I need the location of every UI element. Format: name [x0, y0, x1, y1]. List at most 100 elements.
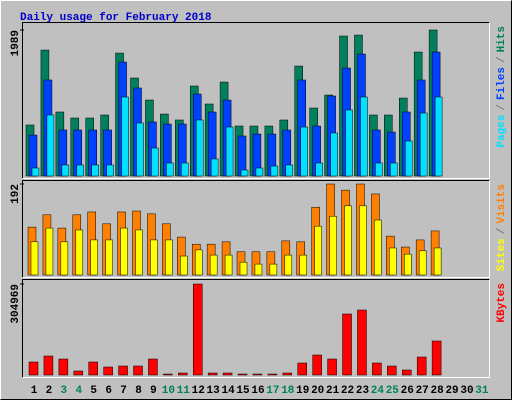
- bar: [416, 356, 427, 376]
- x-tick-label: 25: [386, 385, 400, 397]
- bar: [192, 283, 203, 376]
- panel: [22, 279, 490, 377]
- bar: [344, 205, 352, 276]
- x-tick-label: 5: [90, 385, 97, 397]
- bar: [135, 229, 143, 276]
- bar: [45, 227, 54, 276]
- bar: [297, 362, 307, 376]
- bar: [239, 261, 248, 276]
- bar: [103, 366, 113, 376]
- x-tick-label: 19: [296, 385, 309, 397]
- bar: [269, 263, 278, 276]
- bar: [387, 365, 397, 376]
- bar: [329, 215, 337, 276]
- panel-edge-light: [22, 22, 490, 179]
- bar: [106, 164, 114, 177]
- x-tick-label: 7: [120, 385, 127, 397]
- bar: [151, 147, 159, 177]
- x-tick-label: 27: [416, 385, 429, 397]
- legend-separator: /: [496, 56, 508, 63]
- bar: [267, 373, 278, 376]
- x-tick-label: 16: [251, 385, 264, 397]
- x-tick-label: 17: [266, 385, 279, 397]
- panel-edge-dark: [22, 22, 490, 179]
- x-tick-label: 22: [341, 385, 354, 397]
- bar: [194, 249, 203, 276]
- bar: [60, 241, 69, 276]
- bar: [327, 358, 337, 376]
- x-tick-label: 30: [460, 385, 473, 397]
- bar: [431, 340, 442, 376]
- bar: [61, 164, 70, 177]
- bar: [31, 167, 40, 177]
- bar: [404, 253, 412, 276]
- bar: [255, 167, 264, 177]
- bar: [359, 205, 367, 276]
- legend-entry: Files: [496, 67, 508, 100]
- bar: [389, 247, 397, 276]
- bar: [163, 373, 173, 376]
- x-tick-label: 9: [150, 385, 157, 397]
- bar: [91, 164, 99, 177]
- panel-edge-light: [22, 279, 490, 378]
- x-tick-label: 12: [192, 385, 205, 397]
- x-tick-label: 20: [311, 385, 324, 397]
- panel-edge-dark: [22, 180, 490, 278]
- bar: [418, 250, 427, 276]
- panel-edge-light: [22, 180, 490, 278]
- bar: [405, 140, 413, 177]
- legend-separator: /: [496, 227, 508, 234]
- bar: [390, 162, 398, 177]
- y-tick-label: 192: [10, 184, 22, 204]
- x-tick-label: 10: [162, 385, 175, 397]
- bar: [312, 354, 322, 376]
- x-tick-label: 1: [31, 385, 38, 397]
- legend-entry: Hits: [496, 26, 508, 52]
- bar: [282, 372, 293, 376]
- bar: [419, 112, 428, 177]
- x-tick-label: 31: [475, 385, 489, 397]
- legend: Sites / Visits: [496, 184, 508, 271]
- x-tick-label: 6: [105, 385, 112, 397]
- bar: [46, 114, 55, 177]
- bar: [195, 119, 204, 177]
- x-tick-label: 14: [221, 385, 235, 397]
- bar: [166, 162, 174, 177]
- bar: [90, 239, 98, 276]
- bar: [300, 126, 308, 177]
- bar: [360, 96, 368, 177]
- bar: [165, 239, 173, 276]
- x-tick-label: 21: [326, 385, 340, 397]
- x-tick-label: 23: [356, 385, 370, 397]
- bar: [402, 369, 412, 376]
- bar: [224, 254, 233, 276]
- bar: [375, 162, 383, 177]
- bar: [88, 361, 98, 376]
- x-tick-label: 29: [445, 385, 458, 397]
- bar: [345, 109, 353, 177]
- x-tick-label: 26: [401, 385, 414, 397]
- bar: [434, 96, 443, 177]
- bar: [121, 96, 129, 177]
- legend: Pages / Files / Hits: [496, 26, 508, 148]
- chart-title: Daily usage for February 2018: [20, 12, 212, 24]
- bar: [357, 309, 367, 376]
- x-tick-label: 13: [207, 385, 221, 397]
- x-tick-label: 18: [281, 385, 295, 397]
- bar: [76, 164, 85, 177]
- bar: [270, 165, 279, 177]
- bar: [180, 255, 188, 276]
- bar: [222, 372, 233, 376]
- bar: [73, 370, 84, 376]
- x-tick-label: 15: [236, 385, 250, 397]
- x-tick-label: 28: [431, 385, 445, 397]
- bar: [178, 372, 188, 376]
- bar: [75, 229, 84, 276]
- bar: [374, 219, 382, 276]
- bar: [372, 362, 382, 376]
- legend-entry: KBytes: [496, 283, 508, 323]
- x-tick-label: 4: [75, 385, 82, 397]
